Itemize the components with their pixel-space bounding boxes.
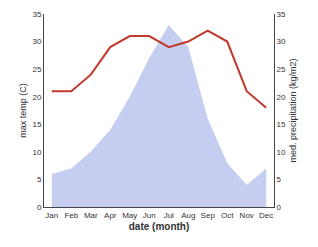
svg-text:Jan: Jan — [45, 211, 58, 220]
svg-text:10: 10 — [32, 148, 41, 157]
svg-text:Mar: Mar — [84, 211, 98, 220]
svg-text:0: 0 — [37, 203, 42, 212]
svg-text:max temp (C): max temp (C) — [18, 83, 28, 138]
svg-text:35: 35 — [32, 10, 41, 19]
svg-text:0: 0 — [277, 203, 282, 212]
svg-text:Nov: Nov — [240, 211, 254, 220]
svg-text:30: 30 — [277, 37, 286, 46]
svg-text:5: 5 — [277, 175, 282, 184]
svg-text:Oct: Oct — [221, 211, 234, 220]
svg-text:10: 10 — [277, 148, 286, 157]
svg-text:5: 5 — [37, 175, 42, 184]
svg-text:May: May — [122, 211, 137, 220]
svg-text:20: 20 — [277, 93, 286, 102]
svg-text:Jun: Jun — [143, 211, 156, 220]
svg-text:Apr: Apr — [104, 211, 117, 220]
svg-text:Dec: Dec — [259, 211, 273, 220]
svg-text:30: 30 — [32, 37, 41, 46]
svg-text:25: 25 — [277, 65, 286, 74]
svg-text:15: 15 — [277, 120, 286, 129]
svg-text:Jul: Jul — [164, 211, 174, 220]
svg-text:35: 35 — [277, 10, 286, 19]
svg-text:20: 20 — [32, 93, 41, 102]
svg-text:15: 15 — [32, 120, 41, 129]
svg-text:med. precipitation (kg/m2): med. precipitation (kg/m2) — [288, 58, 298, 162]
svg-text:Aug: Aug — [181, 211, 195, 220]
svg-text:Sep: Sep — [201, 211, 216, 220]
svg-text:date (month): date (month) — [129, 221, 190, 232]
svg-text:25: 25 — [32, 65, 41, 74]
svg-text:Feb: Feb — [64, 211, 78, 220]
